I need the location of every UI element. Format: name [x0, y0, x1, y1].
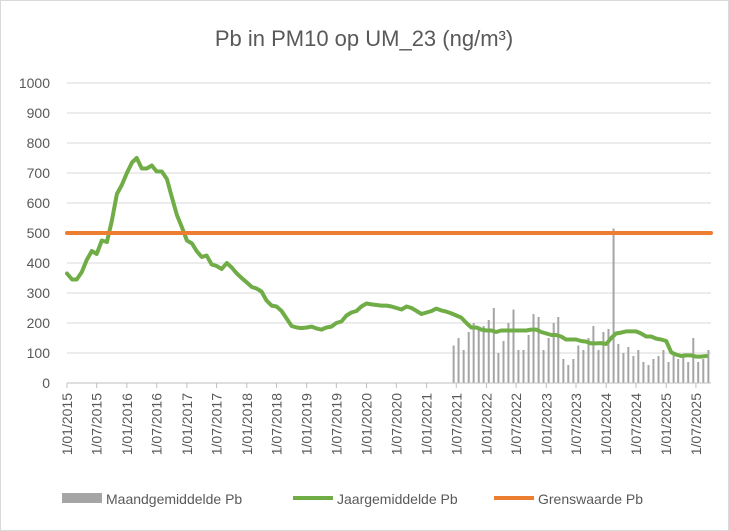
- monthly-bar: [507, 323, 510, 383]
- monthly-bar: [642, 362, 645, 383]
- monthly-bar: [617, 344, 620, 383]
- x-axis: 1/01/2015 1/07/2015 1/01/2016 1/07/2016 1/01…: [59, 382, 711, 455]
- legend-label: Jaargemiddelde Pb: [337, 491, 458, 507]
- x-tick-label: 1/07/2020: [388, 393, 404, 455]
- x-tick-label: 1/01/2018: [239, 393, 255, 455]
- x-tick-label: 1/01/2015: [59, 393, 75, 455]
- monthly-bar: [677, 359, 680, 383]
- x-tick-label: 1/01/2021: [419, 393, 435, 455]
- monthly-bar: [527, 335, 530, 383]
- monthly-bar: [557, 317, 560, 383]
- monthly-bar: [622, 353, 625, 383]
- monthly-bar: [662, 350, 665, 383]
- y-tick-label: 600: [27, 195, 51, 211]
- monthly-bar: [582, 350, 585, 383]
- y-tick-label: 500: [27, 225, 51, 241]
- monthly-bar: [567, 365, 570, 383]
- monthly-bar: [552, 323, 555, 383]
- x-tick-label: 1/07/2024: [628, 393, 644, 455]
- y-tick-label: 400: [27, 255, 51, 271]
- chart-title: Pb in PM10 op UM_23 (ng/m³): [215, 26, 513, 51]
- monthly-bars: [452, 228, 710, 383]
- x-tick-label: 1/07/2021: [448, 393, 464, 455]
- x-tick-label: 1/01/2024: [598, 393, 614, 455]
- monthly-bar: [472, 323, 475, 383]
- x-tick-label: 1/01/2016: [119, 393, 135, 455]
- monthly-bar: [537, 317, 540, 383]
- monthly-bar: [572, 359, 575, 383]
- monthly-bar: [497, 353, 500, 383]
- monthly-bar: [462, 350, 465, 383]
- monthly-bar: [482, 326, 485, 383]
- monthly-bar: [577, 345, 580, 383]
- monthly-bar: [512, 309, 515, 383]
- monthly-bar: [627, 347, 630, 383]
- monthly-bar: [652, 359, 655, 383]
- x-tick-label: 1/07/2016: [149, 393, 165, 455]
- legend-label: Maandgemiddelde Pb: [106, 491, 242, 507]
- y-tick-label: 700: [27, 165, 51, 181]
- x-tick-label: 1/07/2022: [508, 393, 524, 455]
- y-tick-label: 300: [27, 285, 51, 301]
- y-tick-label: 800: [27, 135, 51, 151]
- monthly-bar: [707, 350, 710, 383]
- monthly-bar: [647, 365, 650, 383]
- monthly-bar: [502, 341, 505, 383]
- y-axis: 0 100 200 300 400 500 600 700 800 900 1000: [19, 75, 50, 391]
- monthly-bar: [547, 338, 550, 383]
- legend-swatch-bar: [62, 493, 102, 503]
- x-tick-label: 1/07/2017: [209, 393, 225, 455]
- series-lines: [65, 156, 713, 359]
- monthly-bar: [672, 353, 675, 383]
- monthly-bar: [637, 350, 640, 383]
- monthly-bar: [457, 338, 460, 383]
- monthly-bar: [587, 338, 590, 383]
- monthly-bar: [562, 359, 565, 383]
- monthly-bar: [687, 362, 690, 383]
- y-tick-label: 100: [27, 345, 51, 361]
- x-tick-label: 1/07/2015: [89, 393, 105, 455]
- y-tick-label: 1000: [19, 75, 50, 91]
- monthly-bar: [522, 350, 525, 383]
- monthly-bar: [532, 314, 535, 383]
- monthly-bar: [682, 356, 685, 383]
- x-tick-label: 1/07/2019: [328, 393, 344, 455]
- monthly-bar: [452, 345, 455, 383]
- monthly-bar: [542, 350, 545, 383]
- monthly-bar: [702, 359, 705, 383]
- x-tick-label: 1/01/2017: [179, 393, 195, 455]
- y-tick-label: 200: [27, 315, 51, 331]
- monthly-bar: [692, 338, 695, 383]
- monthly-bar: [477, 329, 480, 383]
- annual-average-line: [65, 156, 709, 359]
- monthly-bar: [697, 362, 700, 383]
- monthly-bar: [657, 356, 660, 383]
- y-tick-label: 0: [42, 375, 50, 391]
- monthly-bar: [607, 329, 610, 383]
- x-tick-label: 1/01/2019: [299, 393, 315, 455]
- monthly-bar: [602, 332, 605, 383]
- legend: Maandgemiddelde Pb Jaargemiddelde Pb Grens…: [62, 491, 643, 507]
- monthly-bar: [667, 362, 670, 383]
- x-tick-label: 1/07/2023: [568, 393, 584, 455]
- x-tick-label: 1/01/2020: [359, 393, 375, 455]
- monthly-bar: [487, 320, 490, 383]
- monthly-bar: [612, 228, 615, 383]
- y-tick-label: 900: [27, 105, 51, 121]
- x-tick-label: 1/01/2025: [658, 393, 674, 455]
- monthly-bar: [492, 308, 495, 383]
- x-tick-label: 1/07/2025: [688, 393, 704, 455]
- monthly-bar: [592, 326, 595, 383]
- x-tick-label: 1/07/2018: [268, 393, 284, 455]
- x-tick-label: 1/01/2022: [478, 393, 494, 455]
- legend-label: Grenswaarde Pb: [538, 491, 643, 507]
- monthly-bar: [517, 350, 520, 383]
- monthly-bar: [467, 332, 470, 383]
- monthly-bar: [632, 356, 635, 383]
- monthly-bar: [597, 350, 600, 383]
- x-tick-label: 1/01/2023: [538, 393, 554, 455]
